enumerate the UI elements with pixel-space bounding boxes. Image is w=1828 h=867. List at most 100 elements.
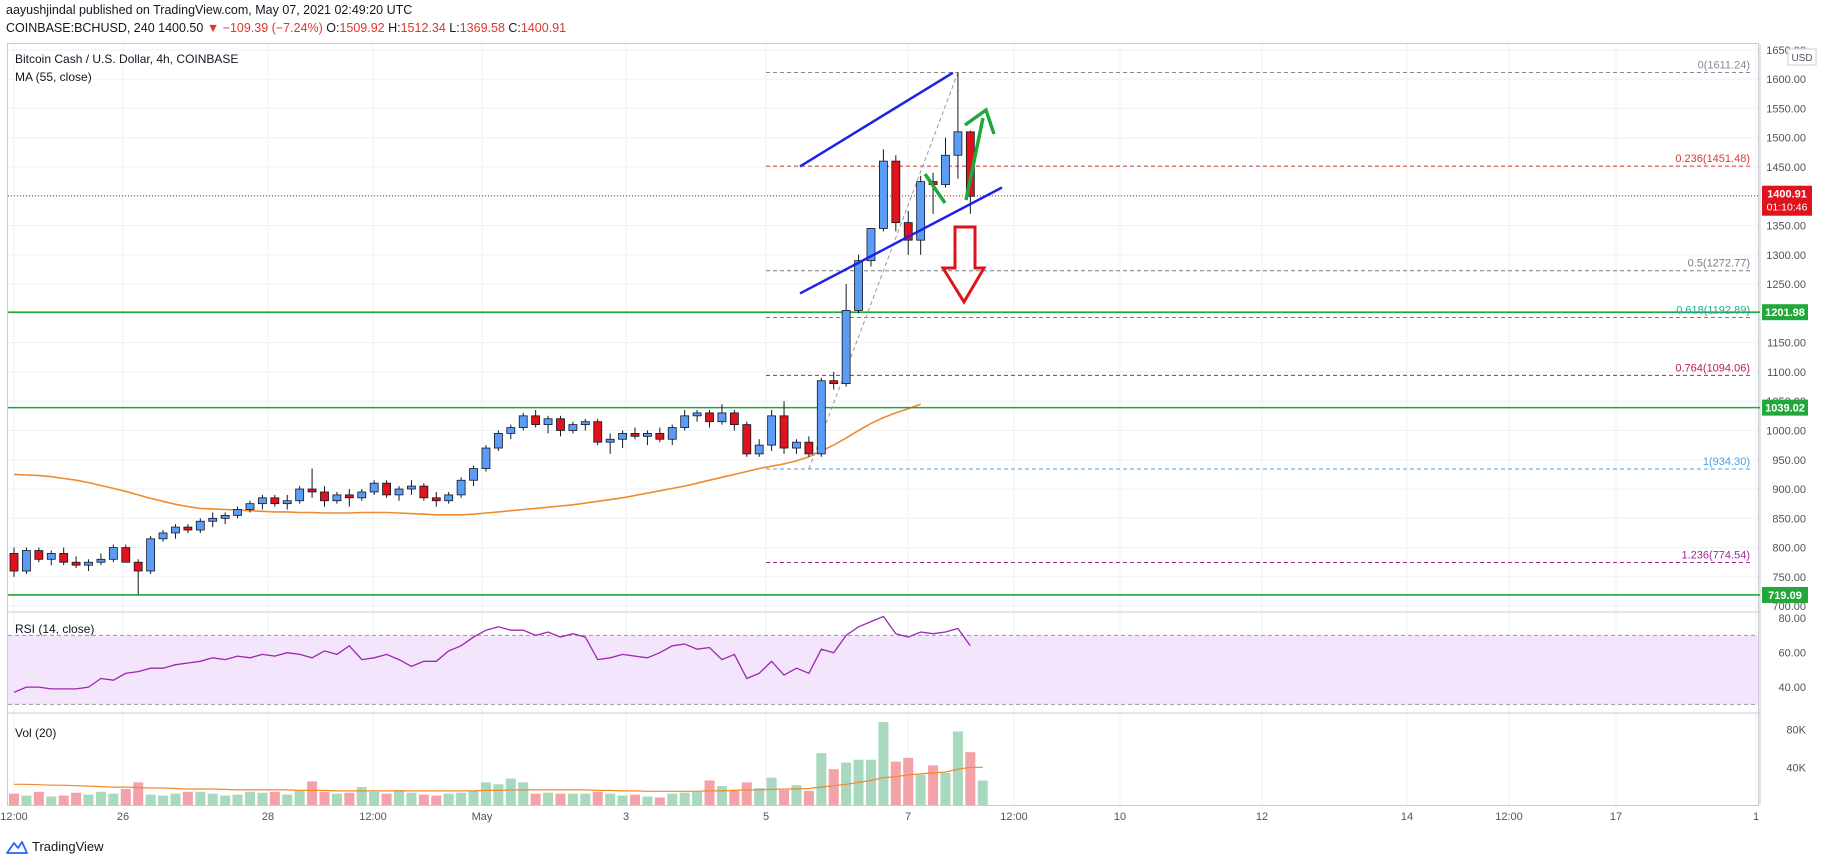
volume-bar <box>158 795 169 805</box>
ma-legend-label: MA (55, close) <box>15 70 92 84</box>
candle-down <box>382 482 392 496</box>
volume-bar <box>195 791 206 805</box>
candle-up <box>220 514 230 519</box>
y-tick-label: 1500.00 <box>1766 133 1806 145</box>
candle-up <box>46 553 56 560</box>
volume-bar <box>555 793 566 805</box>
volume-bar <box>816 753 827 805</box>
volume-tick-label: 80K <box>1786 725 1806 737</box>
tradingview-footer: TradingView <box>6 839 104 854</box>
level-tag-bg-2 <box>1762 586 1808 603</box>
candle-up <box>854 260 863 311</box>
y-tick-label: 1250.00 <box>1766 279 1806 291</box>
candle-up <box>469 468 478 481</box>
volume-bar <box>779 789 790 805</box>
candle-down <box>593 421 603 443</box>
volume-bar <box>319 791 330 805</box>
x-tick-label: 12:00 <box>1495 811 1523 823</box>
candle-up <box>22 550 31 572</box>
candle-down <box>34 550 44 560</box>
volume-bar <box>928 765 939 805</box>
volume-bar <box>95 791 106 805</box>
candle-up <box>568 424 578 431</box>
candle-down <box>531 415 541 426</box>
high-label: H: <box>388 21 401 35</box>
volume-bar <box>307 781 318 805</box>
volume-bar <box>692 791 703 805</box>
volume-bar <box>518 782 529 805</box>
volume-bar <box>406 792 417 805</box>
symbol-ohlc-line: COINBASE:BCHUSD, 240 1400.50 ▼ −109.39 (… <box>6 21 566 35</box>
volume-bar <box>58 795 69 805</box>
candle-down <box>419 485 429 499</box>
rsi-tick-label: 60.00 <box>1778 648 1806 660</box>
x-tick-label: 12:00 <box>359 811 387 823</box>
volume-bar <box>170 793 181 805</box>
volume-bar <box>356 787 367 805</box>
volume-bar <box>493 784 504 805</box>
volume-bar <box>592 791 603 805</box>
volume-bar <box>369 791 380 805</box>
candle-up <box>879 160 888 229</box>
candle-up <box>518 415 528 428</box>
fib-label-1: 1(934.30) <box>1703 456 1750 468</box>
candle-up <box>866 228 876 262</box>
volume-bar <box>940 772 951 805</box>
volume-bar <box>915 774 926 805</box>
low-value: 1369.58 <box>459 21 505 35</box>
candle-up <box>792 441 801 449</box>
x-tick-label: 28 <box>262 811 274 823</box>
volume-bar <box>431 795 442 805</box>
y-tick-label: 1450.00 <box>1766 162 1806 174</box>
volume-bar <box>878 722 889 805</box>
volume-bar <box>21 795 32 805</box>
y-tick-label: 1550.00 <box>1766 103 1806 115</box>
volume-bar <box>182 791 193 805</box>
candle-up <box>456 479 466 496</box>
y-tick-label: 800.00 <box>1772 543 1806 555</box>
fib-label-0: 0(1611.24) <box>1698 60 1750 72</box>
x-tick-label: May <box>472 811 493 823</box>
candle-down <box>320 491 329 502</box>
ma-55-line <box>13 403 921 516</box>
candle-up <box>692 412 702 417</box>
x-tick-label: 17 <box>1610 811 1622 823</box>
level-tag-bg-0 <box>1762 304 1808 321</box>
open-value: 1509.92 <box>339 21 385 35</box>
candle-up <box>841 310 851 385</box>
candle-up <box>208 517 218 522</box>
y-tick-label: 850.00 <box>1772 513 1806 525</box>
y-tick-label: 700.00 <box>1772 601 1806 613</box>
candle-down <box>121 547 131 563</box>
y-tick-label: 900.00 <box>1772 484 1806 496</box>
x-tick-label: 14 <box>1401 811 1413 823</box>
candle-up <box>108 547 118 560</box>
candle-up <box>245 503 255 510</box>
y-tick-label: 750.00 <box>1772 572 1806 584</box>
volume-bar <box>530 793 541 805</box>
volume-bar <box>543 792 554 805</box>
y-tick-label: 1000.00 <box>1766 425 1806 437</box>
volume-bar <box>890 761 901 805</box>
channel-lower-line <box>799 186 1003 295</box>
candle-down <box>804 441 814 455</box>
candle-up <box>407 485 416 490</box>
candle-up <box>953 131 963 156</box>
candle-down <box>630 433 640 437</box>
volume-bar <box>803 790 814 805</box>
volume-bar <box>580 793 591 805</box>
volume-bar <box>418 794 429 805</box>
fib-label-1.236: 1.236(774.54) <box>1682 549 1751 561</box>
chart-title: Bitcoin Cash / U.S. Dollar, 4h, COINBASE <box>15 52 238 66</box>
volume-bar <box>480 782 491 805</box>
volume-bar <box>704 780 715 805</box>
bullish-arrow-head <box>963 107 996 135</box>
x-tick-label: 12 <box>1256 811 1268 823</box>
volume-bar <box>120 788 131 805</box>
candle-up <box>580 421 590 426</box>
volume-bar <box>33 791 44 805</box>
last-price-text: 1400.50 <box>158 21 204 35</box>
candle-down <box>183 526 193 531</box>
volume-tick-label: 40K <box>1786 762 1806 774</box>
